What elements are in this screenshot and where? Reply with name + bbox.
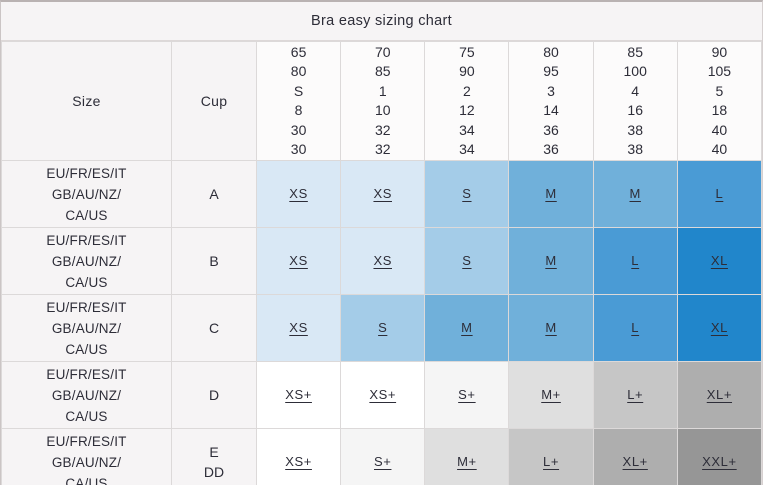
size-cell: S (424, 160, 510, 228)
table-row-cup-d: EU/FR/ES/IT GB/AU/NZ/ CA/US D XS+ XS+ S+… (1, 361, 763, 429)
size-link[interactable]: XXL+ (702, 454, 737, 469)
size-cell: XS (255, 160, 342, 228)
size-link[interactable]: XS+ (285, 454, 312, 469)
band-column-header: 90 105 5 18 40 40 (676, 41, 763, 161)
size-cell: XL (676, 294, 763, 362)
size-cell: XS (340, 160, 426, 228)
region-label: EU/FR/ES/IT GB/AU/NZ/ CA/US (1, 361, 172, 429)
size-cell: M+ (508, 361, 594, 429)
size-cell: S+ (340, 428, 426, 485)
size-link[interactable]: XL+ (706, 387, 733, 402)
band-column-header: 75 90 2 12 34 34 (424, 41, 510, 161)
region-label: EU/FR/ES/IT GB/AU/NZ/ CA/US (1, 160, 172, 228)
size-link[interactable]: L+ (543, 454, 560, 469)
size-cell: XS (255, 294, 342, 362)
band-column-header: 85 100 4 16 38 38 (592, 41, 678, 161)
size-link[interactable]: L (715, 186, 724, 201)
sizing-table: Size Cup 65 80 S 8 30 30 70 85 1 10 32 3… (1, 41, 763, 485)
cup-label: A (171, 160, 257, 228)
size-cell: XS (255, 227, 342, 295)
size-cell: XXL+ (676, 428, 763, 485)
size-link[interactable]: L+ (627, 387, 644, 402)
size-cell: M (424, 294, 510, 362)
size-link[interactable]: S (378, 320, 388, 335)
size-link[interactable]: S+ (458, 387, 476, 402)
table-row-cup-e-dd: EU/FR/ES/IT GB/AU/NZ/ CA/US E DD XS+ S+ … (1, 428, 763, 485)
band-column-header: 65 80 S 8 30 30 (255, 41, 342, 161)
size-cell: S+ (424, 361, 510, 429)
cup-label: C (171, 294, 257, 362)
size-cell: M (508, 160, 594, 228)
size-link[interactable]: S+ (374, 454, 392, 469)
size-cell: XL+ (676, 361, 763, 429)
region-label: EU/FR/ES/IT GB/AU/NZ/ CA/US (1, 294, 172, 362)
size-link[interactable]: S (462, 253, 472, 268)
size-cell: S (424, 227, 510, 295)
region-label: EU/FR/ES/IT GB/AU/NZ/ CA/US (1, 428, 172, 485)
size-cell: S (340, 294, 426, 362)
table-row-cup-b: EU/FR/ES/IT GB/AU/NZ/ CA/US B XS XS S M … (1, 227, 763, 295)
size-link[interactable]: M+ (541, 387, 561, 402)
size-cell: L (676, 160, 763, 228)
size-link[interactable]: M (629, 186, 641, 201)
size-link[interactable]: XL (710, 320, 728, 335)
header-row: Size Cup 65 80 S 8 30 30 70 85 1 10 32 3… (1, 41, 763, 161)
size-cell: L (592, 227, 678, 295)
size-link[interactable]: M+ (457, 454, 477, 469)
size-link[interactable]: L (631, 320, 640, 335)
size-cell: M (592, 160, 678, 228)
size-link[interactable]: XS (289, 320, 308, 335)
size-link[interactable]: M (545, 253, 557, 268)
size-cell: M+ (424, 428, 510, 485)
size-link[interactable]: XS (373, 253, 392, 268)
cup-label: E DD (171, 428, 257, 485)
size-link[interactable]: XS+ (285, 387, 312, 402)
size-link[interactable]: M (545, 320, 557, 335)
size-cell: L+ (592, 361, 678, 429)
size-link[interactable]: M (461, 320, 473, 335)
table-row-cup-a: EU/FR/ES/IT GB/AU/NZ/ CA/US A XS XS S M … (1, 160, 763, 228)
cup-label: B (171, 227, 257, 295)
cup-column-header: Cup (171, 41, 257, 161)
size-cell: XS+ (255, 361, 342, 429)
size-link[interactable]: L (631, 253, 640, 268)
size-link[interactable]: XS (373, 186, 392, 201)
size-cell: L+ (508, 428, 594, 485)
size-cell: XL+ (592, 428, 678, 485)
size-link[interactable]: XS (289, 186, 308, 201)
size-link[interactable]: XL+ (622, 454, 648, 469)
size-link[interactable]: M (545, 186, 557, 201)
size-cell: XS+ (255, 428, 342, 485)
size-column-header: Size (1, 41, 172, 161)
table-row-cup-c: EU/FR/ES/IT GB/AU/NZ/ CA/US C XS S M M L… (1, 294, 763, 362)
size-cell: XS (340, 227, 426, 295)
band-column-header: 70 85 1 10 32 32 (340, 41, 426, 161)
size-link[interactable]: XS (289, 253, 308, 268)
chart-title: Bra easy sizing chart (1, 2, 762, 41)
size-cell: XS+ (340, 361, 426, 429)
size-link[interactable]: XS+ (369, 387, 397, 402)
size-cell: M (508, 227, 594, 295)
size-cell: L (592, 294, 678, 362)
size-cell: XL (676, 227, 763, 295)
region-label: EU/FR/ES/IT GB/AU/NZ/ CA/US (1, 227, 172, 295)
cup-label: D (171, 361, 257, 429)
size-link[interactable]: S (462, 186, 472, 201)
band-column-header: 80 95 3 14 36 36 (508, 41, 594, 161)
size-cell: M (508, 294, 594, 362)
size-link[interactable]: XL (710, 253, 728, 268)
